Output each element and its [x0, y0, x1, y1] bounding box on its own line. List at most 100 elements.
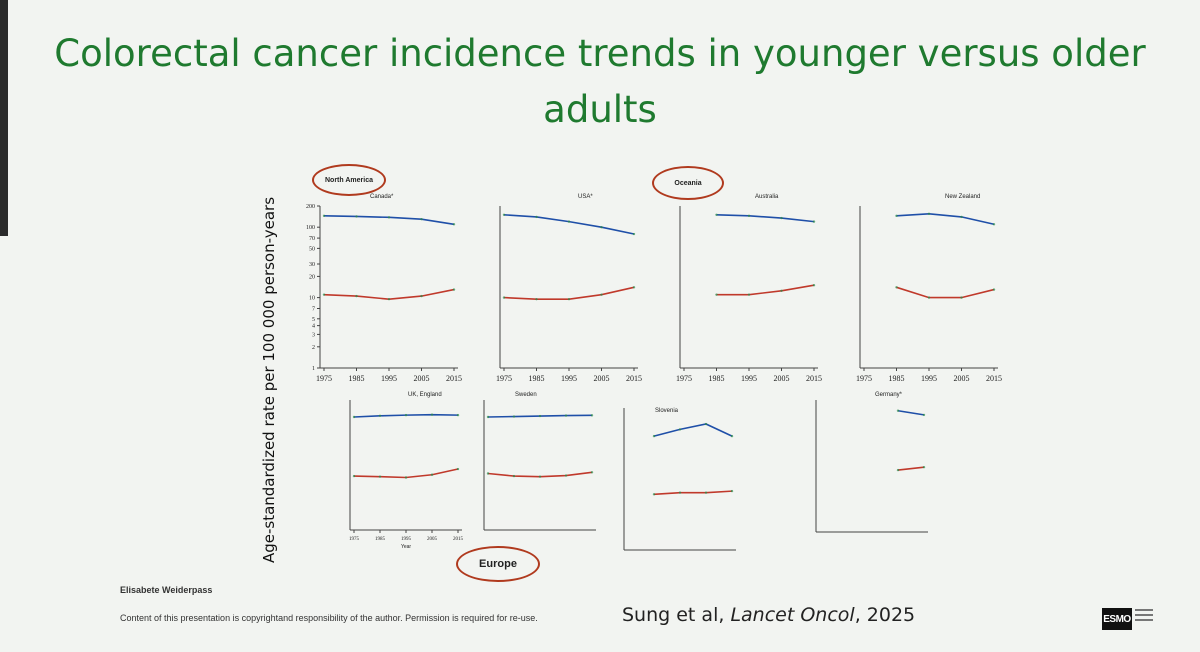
x-tick-label: 1975 [856, 374, 872, 383]
series-line-older [653, 423, 733, 437]
y-tick-label: 30 [309, 262, 315, 268]
x-tick-label: 1975 [676, 374, 692, 383]
series-line-younger [653, 490, 733, 496]
x-tick-label: 2015 [806, 374, 822, 383]
data-point [567, 297, 571, 301]
region-label-oceania: Oceania [652, 166, 724, 200]
data-point [747, 214, 751, 218]
data-point [486, 472, 490, 475]
citation-authors: Sung et al, [622, 604, 731, 626]
data-point [535, 297, 538, 301]
x-tick-label: 1985 [889, 374, 905, 383]
slide-title: Colorectal cancer incidence trends in yo… [54, 32, 1146, 131]
x-tick-label: 1995 [921, 374, 937, 383]
y-tick-label: 5 [312, 317, 315, 323]
x-tick-label: 2005 [594, 374, 610, 383]
data-point [730, 489, 734, 493]
x-tick-label: 1995 [381, 374, 397, 383]
data-point [567, 220, 571, 223]
x-tick-label: 1985 [529, 374, 545, 383]
data-point [456, 413, 460, 417]
data-point [922, 413, 926, 417]
data-point [502, 213, 506, 216]
y-tick-label: 10 [309, 296, 315, 302]
y-tick-label: 50 [309, 246, 315, 252]
series-line-older [897, 409, 925, 416]
data-point [452, 288, 456, 291]
series-line-younger [323, 288, 455, 300]
data-point [896, 468, 900, 472]
data-point [780, 289, 783, 292]
panel-title: Sweden [515, 392, 537, 398]
x-tick-label: 2015 [446, 374, 462, 383]
x-tick-label: 2005 [414, 374, 430, 383]
data-point [895, 286, 898, 289]
series-line-older [896, 212, 995, 226]
x-tick-label: 1985 [349, 374, 365, 383]
data-point [378, 414, 382, 418]
x-tick-label: 1985 [709, 374, 725, 383]
data-point [895, 214, 898, 218]
data-point [355, 215, 358, 218]
data-point [535, 215, 538, 219]
esmo-logo: ESMO [1102, 606, 1154, 632]
data-point [730, 434, 734, 438]
data-point [512, 415, 516, 418]
data-point [678, 491, 682, 494]
series-line-younger [897, 466, 925, 471]
series-line-younger [896, 286, 995, 299]
data-point [538, 414, 542, 418]
series-line-younger [503, 286, 635, 300]
y-tick-label: 3 [312, 332, 315, 338]
data-point [322, 293, 326, 296]
data-point [652, 493, 656, 496]
data-point [927, 296, 931, 299]
data-point [538, 475, 542, 478]
x-tick-label: 1975 [316, 374, 332, 383]
data-point [704, 491, 708, 494]
x-tick-label: 2005 [774, 374, 790, 383]
series-line-younger [353, 468, 459, 479]
panel-title: Canada* [370, 194, 394, 200]
data-point [715, 293, 718, 296]
data-point [590, 471, 594, 474]
x-axis-label: Year [401, 544, 411, 550]
data-point [922, 465, 926, 469]
data-point [704, 422, 708, 426]
data-point [960, 215, 963, 219]
panel-title: Slovenia [655, 408, 679, 414]
data-point [430, 473, 434, 476]
y-tick-label: 100 [306, 225, 315, 231]
series-line-younger [716, 284, 815, 296]
data-point [632, 286, 636, 289]
data-point [404, 413, 408, 417]
y-tick-label: 2 [312, 345, 315, 351]
region-label-europe: Europe [456, 546, 540, 582]
data-point [420, 217, 423, 221]
y-tick-label: 7 [312, 307, 315, 313]
x-tick-label: 2015 [986, 374, 1002, 383]
series-line-older [503, 213, 635, 235]
data-point [564, 414, 568, 417]
data-point [678, 428, 682, 431]
data-point [715, 213, 718, 216]
data-point [387, 297, 391, 301]
data-point [896, 409, 900, 412]
data-point [812, 283, 816, 287]
y-tick-label: 4 [312, 324, 315, 330]
y-tick-label: 70 [309, 236, 315, 242]
esmo-logo-tagline [1135, 609, 1153, 624]
y-tick-label: 20 [309, 274, 315, 280]
data-point [812, 220, 816, 223]
x-tick-label: 1975 [496, 374, 512, 383]
esmo-logo-mark: ESMO [1102, 608, 1132, 630]
data-point [502, 296, 506, 299]
data-point [960, 296, 963, 299]
panel-title: Germany* [875, 392, 903, 398]
data-point [992, 223, 996, 226]
data-point [600, 225, 603, 229]
data-point [352, 474, 356, 478]
data-point [486, 415, 490, 419]
citation: Sung et al, Lancet Oncol, 2025 [622, 604, 915, 626]
panel-title: UK, England [408, 392, 442, 398]
